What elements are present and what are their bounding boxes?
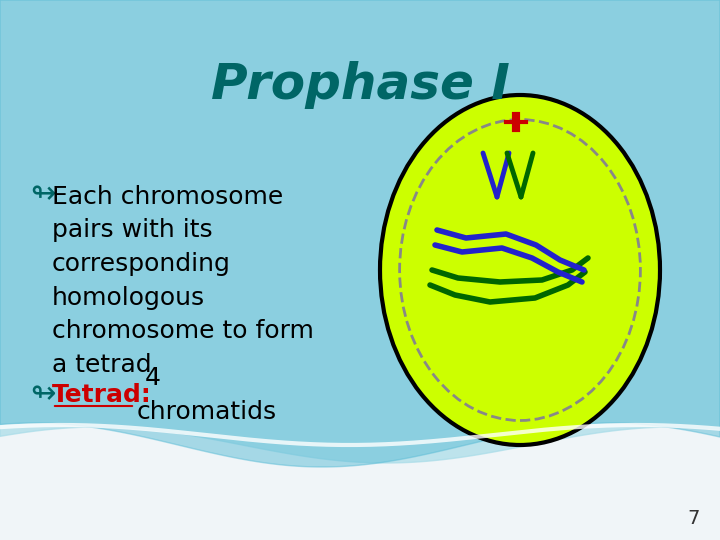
Text: Prophase I: Prophase I [210, 61, 510, 109]
Text: Each chromosome
pairs with its
corresponding
homologous
chromosome to form
a tet: Each chromosome pairs with its correspon… [52, 185, 314, 376]
Text: 4
chromatids: 4 chromatids [137, 366, 277, 424]
Text: Tetrad:: Tetrad: [52, 383, 152, 407]
Ellipse shape [380, 95, 660, 445]
Text: ↬: ↬ [30, 381, 55, 409]
Text: 7: 7 [688, 509, 700, 528]
Text: ↬: ↬ [30, 180, 55, 210]
